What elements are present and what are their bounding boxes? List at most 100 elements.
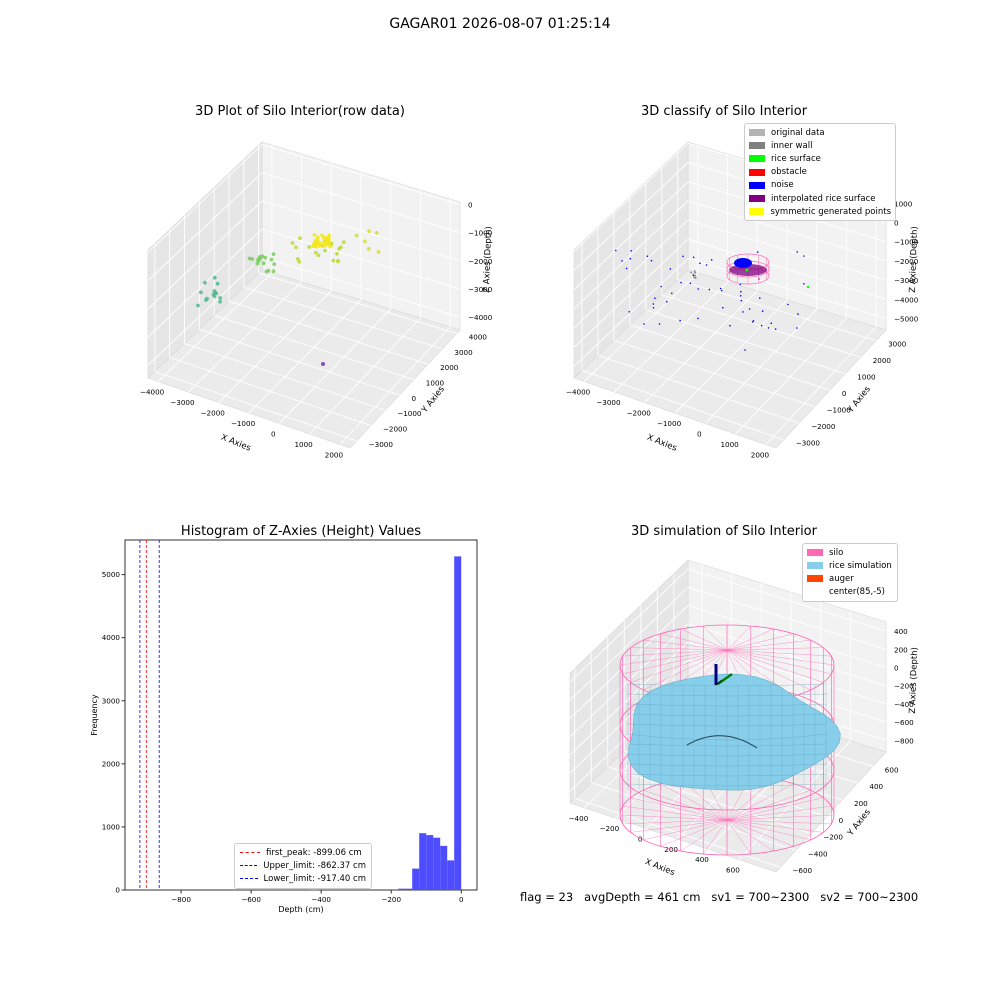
panel3-hist-bar [440,845,448,890]
panel4-silo-floor-line [726,819,824,833]
panel2-noise-point [625,267,628,270]
panel1-point [315,235,320,240]
panel3-hist-bar [398,888,413,890]
panel1-grid-y [228,300,429,365]
panel2-grid-z [687,219,887,281]
panel1-point [204,298,208,302]
panel4-rice-mesh [626,743,828,747]
panel4-silo-roof-line [680,649,728,702]
legend-item-rice-simulation: rice simulation [807,559,893,572]
legend-line [240,878,258,880]
panel4-rice-mesh [626,723,828,727]
panel4-ytick-label: 400 [869,782,883,791]
panel4-silo-floor-line [726,819,811,841]
panel2-noise-point [770,322,773,325]
panel2-noise-point [752,320,755,322]
panel1-point [294,245,298,250]
panel2-noise-point [796,327,798,329]
panel1-point [264,269,269,274]
panel1-point [218,299,223,304]
panel1-point [327,235,331,240]
panel4-silo-ring [619,624,835,706]
panel3-ytick-label: 0 [115,886,120,895]
panel1-point [323,241,328,246]
panel2-left-pane [573,141,689,379]
panel4-silo-floor-line [643,819,728,841]
legend-swatch [749,142,765,150]
panel4-grid-z [687,641,887,705]
panel1-ytick-label: −3000 [369,440,394,449]
panel1-point [324,237,329,241]
legend-label: obstacle [771,167,807,178]
panel1-xtick-label: −4000 [140,388,165,397]
panel4-grid-z [687,659,887,723]
panel1-grid-z [147,144,263,253]
panel3-hist-bar [454,556,462,890]
panel2-ztick-label: −4000 [894,295,919,304]
panel1-grid-x [248,299,362,414]
panel1-grid-x [309,317,421,435]
panel1-point [313,241,318,246]
panel4-silo-floor-line [726,783,794,821]
panel2-noise-point [796,251,798,253]
panel3-ytick-label: 2000 [102,759,121,768]
panel4-ytick-label: 600 [885,765,899,774]
panel1-point [263,255,268,260]
legend-label: first_peak: -899.06 cm [266,847,362,858]
panel4-auger-arm [717,672,733,686]
panel1-ztick-label: −2000 [468,257,493,266]
panel2-noise-point [680,281,682,284]
panel4-rice-mesh [626,763,828,767]
panel2-noise-point [739,295,742,297]
panel4-xtick-label: −200 [599,824,619,833]
panel1-ytick-label: 1000 [426,379,445,388]
panel4-rice-mesh [626,683,828,687]
panel1-grid-y [169,357,372,427]
panel4-silo-floor-line [703,775,728,821]
panel1-point [374,230,379,235]
figure-title: GAGAR01 2026-08-07 01:25:14 [389,16,611,32]
panel3-axes-frame [124,539,478,891]
panel2-original-point [690,271,693,274]
legend-label: Upper_limit: -862.37 cm [263,860,366,871]
panel1-point [297,259,302,264]
panel2-noise-point [744,349,746,351]
panel1-point [341,240,346,245]
panel1-point [314,239,319,244]
panel2-grid-z [573,200,689,310]
panel2-silo-ring [726,267,770,285]
panel2-noise-point [615,249,617,252]
panel1-point [336,259,340,264]
panel2-noise-point [689,282,692,285]
panel2-noise-point [758,278,760,280]
panel1-grid-x [278,308,392,424]
panel2-ytick-label: 0 [842,389,847,398]
panel1-point [272,262,277,266]
panel4-grid-z [687,623,887,687]
panel2-noise-point [652,307,655,309]
panel2-noise-point [697,317,699,320]
panel4-silo-roof-line [643,649,728,691]
legend-label: interpolated rice surface [771,193,876,204]
panel2-silo-ring [726,253,770,271]
panel1-point [315,238,320,242]
panel1-xtick-label: 1000 [294,440,313,449]
panel1-ytick-label: −2000 [383,425,408,434]
panel2-noise-point [767,327,770,329]
panel4-grid-x [645,712,762,829]
panel4-ztick-label: −600 [894,718,914,727]
panel2-noise-point [748,308,751,310]
panel2-grid-y [661,294,861,358]
panel1-xtick-label: 0 [271,430,276,439]
panel4-grid-y [640,734,843,801]
legend-label: original data [771,127,825,138]
panel1-point [212,275,217,280]
legend-item-inner-wall: inner wall [749,139,891,152]
panel2-noise-point [658,323,661,325]
panel4-grid-z [687,605,887,668]
panel4-ztick-label: −200 [894,682,914,691]
panel3-yaxis-label: Frequency [90,694,99,736]
panel4-grid-y [574,798,781,868]
panel4-silo-ring [619,684,835,766]
panel1-grid-x [188,281,302,393]
